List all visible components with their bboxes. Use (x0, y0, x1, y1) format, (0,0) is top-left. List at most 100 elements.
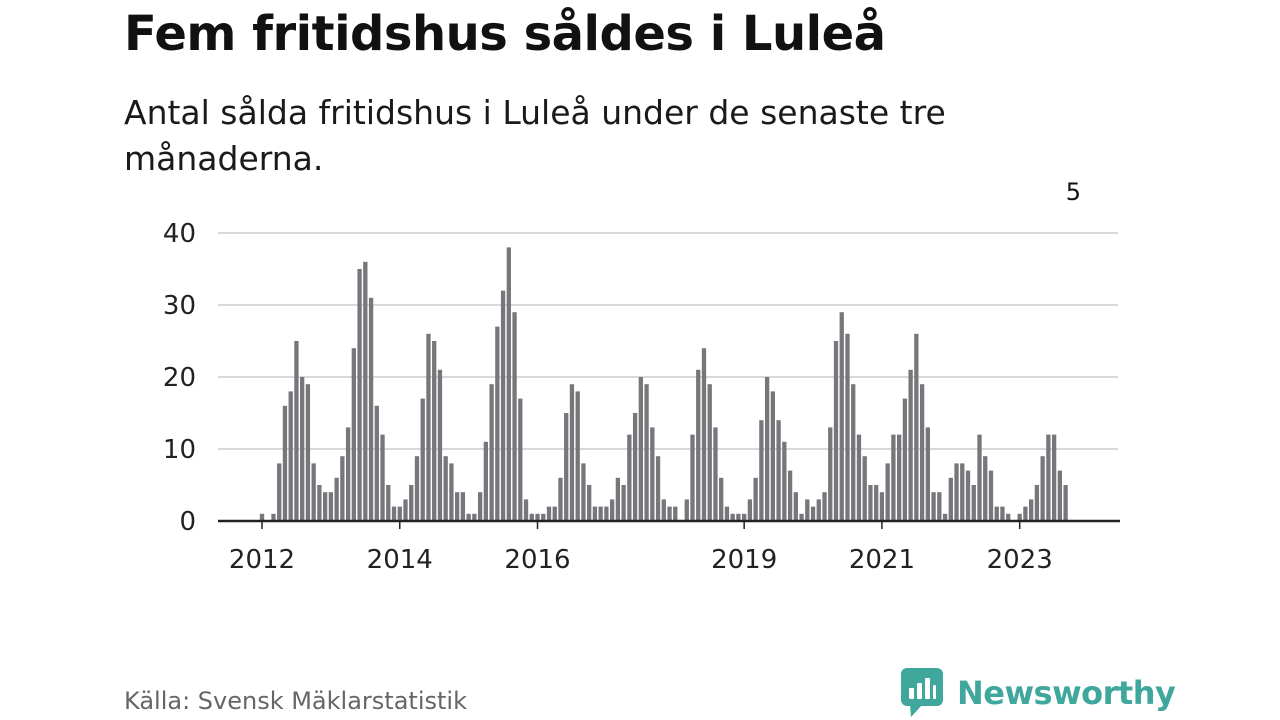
bar (994, 506, 999, 521)
bar (896, 434, 902, 521)
bar (569, 384, 575, 521)
bar (948, 477, 953, 521)
bar (874, 485, 879, 521)
bar (902, 398, 908, 521)
bar (449, 463, 454, 521)
bar (420, 398, 425, 521)
bar (345, 427, 351, 521)
bar (294, 341, 299, 521)
y-tick-label: 30 (163, 291, 196, 321)
bar (805, 499, 810, 521)
bar (564, 413, 569, 521)
bar (615, 477, 621, 521)
x-tick-label: 2014 (367, 545, 433, 575)
bar (977, 434, 982, 521)
bar (644, 384, 649, 521)
bar (391, 506, 397, 521)
bar (357, 269, 362, 521)
bar (334, 477, 339, 521)
bar (277, 463, 282, 521)
bar (690, 434, 695, 521)
bar (592, 506, 598, 521)
bar (684, 499, 689, 521)
bar (455, 492, 460, 521)
bar (954, 463, 959, 521)
bar (851, 384, 856, 521)
bar (317, 485, 322, 521)
bar (466, 513, 471, 521)
bar (518, 398, 523, 521)
x-tick-label: 2023 (987, 545, 1053, 575)
x-tick-label: 2012 (229, 545, 295, 575)
bar (621, 485, 626, 521)
chart-title: Fem fritidshus såldes i Luleå (124, 6, 886, 62)
bar (799, 513, 804, 521)
bar (713, 427, 718, 521)
bar (759, 420, 764, 521)
bar (655, 456, 661, 521)
y-tick-label: 10 (163, 435, 196, 465)
bar (328, 492, 334, 521)
bar (581, 463, 586, 521)
bar (409, 485, 414, 521)
bar (730, 513, 735, 521)
bar (914, 333, 919, 521)
data-label: 5 (1066, 178, 1081, 206)
bar (787, 470, 793, 521)
bar (587, 485, 592, 521)
bar (489, 384, 494, 521)
bar (305, 384, 311, 521)
bar (770, 391, 776, 521)
bar (908, 369, 913, 521)
bar (386, 485, 391, 521)
bar (828, 427, 833, 521)
bar (472, 513, 477, 521)
bar (598, 506, 603, 521)
bar (701, 348, 707, 521)
bar (879, 492, 885, 521)
source-note: Källa: Svensk Mäklarstatistik (124, 687, 467, 715)
bar (638, 377, 643, 521)
y-tick-label: 0 (179, 507, 196, 537)
newsworthy-logo-icon (901, 668, 943, 717)
bar (604, 506, 609, 521)
bar (810, 506, 816, 521)
bar (552, 506, 557, 521)
bar (380, 434, 385, 521)
bar (259, 513, 265, 521)
bar (965, 470, 971, 521)
bar (500, 290, 506, 521)
bar (719, 477, 724, 521)
bar (523, 499, 529, 521)
bar (432, 341, 437, 521)
bar (673, 506, 678, 521)
bar (988, 470, 994, 521)
bar (403, 499, 408, 521)
bar (885, 463, 890, 521)
bar (833, 341, 839, 521)
bar (707, 384, 712, 521)
bar (340, 456, 345, 521)
bar (1023, 506, 1028, 521)
bar (696, 369, 701, 521)
bar (443, 456, 448, 521)
bar (506, 247, 511, 521)
y-tick-label: 40 (163, 219, 196, 249)
bar (764, 377, 770, 521)
bar (1040, 456, 1045, 521)
x-tick-label: 2019 (711, 545, 777, 575)
y-tick-label: 20 (163, 363, 196, 393)
brand-logo-group: Newsworthy (901, 668, 1176, 718)
bar (351, 348, 356, 521)
bar (816, 499, 821, 521)
bar (414, 456, 420, 521)
bar (925, 427, 930, 521)
bar (1046, 434, 1051, 521)
bar (575, 391, 580, 521)
bar (736, 513, 741, 521)
bar (1000, 506, 1005, 521)
bar (742, 513, 747, 521)
bar (1029, 499, 1034, 521)
bar (282, 405, 288, 521)
bar (437, 369, 443, 521)
